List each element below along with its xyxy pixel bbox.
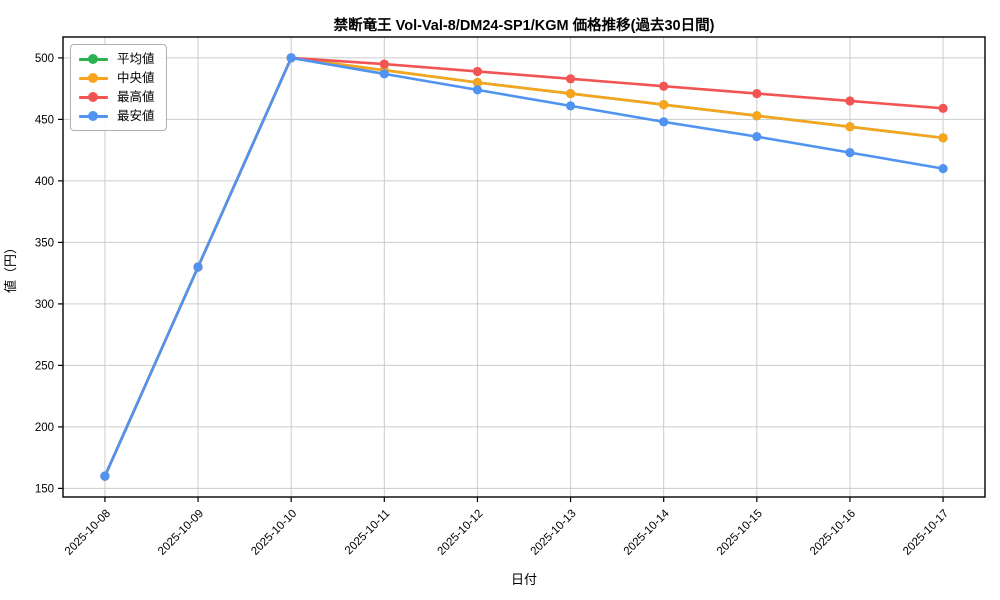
x-tick-label: 2025-10-12 <box>435 508 485 558</box>
y-tick-label: 400 <box>35 176 54 188</box>
x-tick-label: 2025-10-08 <box>63 508 113 558</box>
legend-item-max: 最高値 <box>79 90 155 104</box>
legend-dot-icon <box>88 92 98 102</box>
y-tick-label: 250 <box>35 360 54 372</box>
series-line-max <box>103 56 945 478</box>
series-point-median <box>845 122 855 132</box>
legend-line-icon <box>79 54 108 64</box>
legend-item-min: 最安値 <box>79 109 155 123</box>
series-point-max <box>565 74 576 84</box>
series-point-min <box>193 262 203 272</box>
x-tick-label: 2025-10-16 <box>808 508 858 558</box>
series-point-max <box>752 88 762 99</box>
y-tick-label: 450 <box>35 114 54 126</box>
legend-item-median: 中央値 <box>79 71 155 85</box>
series-point-max <box>659 81 669 91</box>
x-tick-label: 2025-10-17 <box>901 508 951 558</box>
legend: 平均値中央値最高値最安値 <box>70 44 167 131</box>
plot-frame <box>62 36 986 498</box>
legend-line-icon <box>79 111 108 121</box>
series-point-max <box>938 103 948 113</box>
series-point-min <box>938 164 948 174</box>
legend-dot-icon <box>88 111 98 121</box>
series-line-average <box>103 56 945 478</box>
series-point-median <box>938 133 948 143</box>
legend-dot-icon <box>88 54 98 64</box>
legend-label: 最高値 <box>117 90 155 104</box>
legend-item-average: 平均値 <box>79 52 155 66</box>
legend-label: 平均値 <box>117 52 155 66</box>
series-point-min <box>845 148 855 158</box>
series-point-max <box>845 96 855 106</box>
y-axis-label: 値（円） <box>3 241 18 293</box>
x-tick-label: 2025-10-14 <box>622 507 673 558</box>
x-tick-label: 2025-10-09 <box>156 508 206 558</box>
x-tick-label: 2025-10-11 <box>343 508 392 557</box>
series-point-max <box>379 59 389 69</box>
y-tick-label: 350 <box>35 237 54 249</box>
y-tick-label: 200 <box>35 422 54 434</box>
series-point-min <box>100 471 110 481</box>
x-tick-label: 2025-10-13 <box>529 508 579 558</box>
y-tick-label: 150 <box>35 483 54 495</box>
legend-label: 中央値 <box>117 71 155 85</box>
series-point-min <box>286 53 296 63</box>
series-point-min <box>565 101 576 111</box>
x-axis-label: 日付 <box>511 572 537 587</box>
legend-dot-icon <box>88 73 98 83</box>
series-point-min <box>752 132 762 142</box>
legend-line-icon <box>79 92 108 102</box>
series-point-max <box>472 66 483 77</box>
legend-label: 最安値 <box>117 109 155 123</box>
x-tick-label: 2025-10-10 <box>249 508 299 558</box>
series-point-median <box>472 77 483 88</box>
series-line-median <box>103 56 945 478</box>
chart-title: 禁断竜王 Vol-Val-8/DM24-SP1/KGM 価格推移(過去30日間) <box>334 16 715 34</box>
y-tick-label: 500 <box>35 53 54 65</box>
series-point-median <box>752 111 762 121</box>
series-line-min <box>103 56 945 478</box>
y-tick-label: 300 <box>35 299 54 311</box>
legend-line-icon <box>79 73 108 83</box>
x-tick-label: 2025-10-15 <box>715 508 765 558</box>
series-point-min <box>659 117 669 127</box>
series-point-min <box>379 69 389 79</box>
series-point-median <box>659 100 669 110</box>
series-point-min <box>472 85 483 95</box>
series-point-median <box>565 88 576 99</box>
